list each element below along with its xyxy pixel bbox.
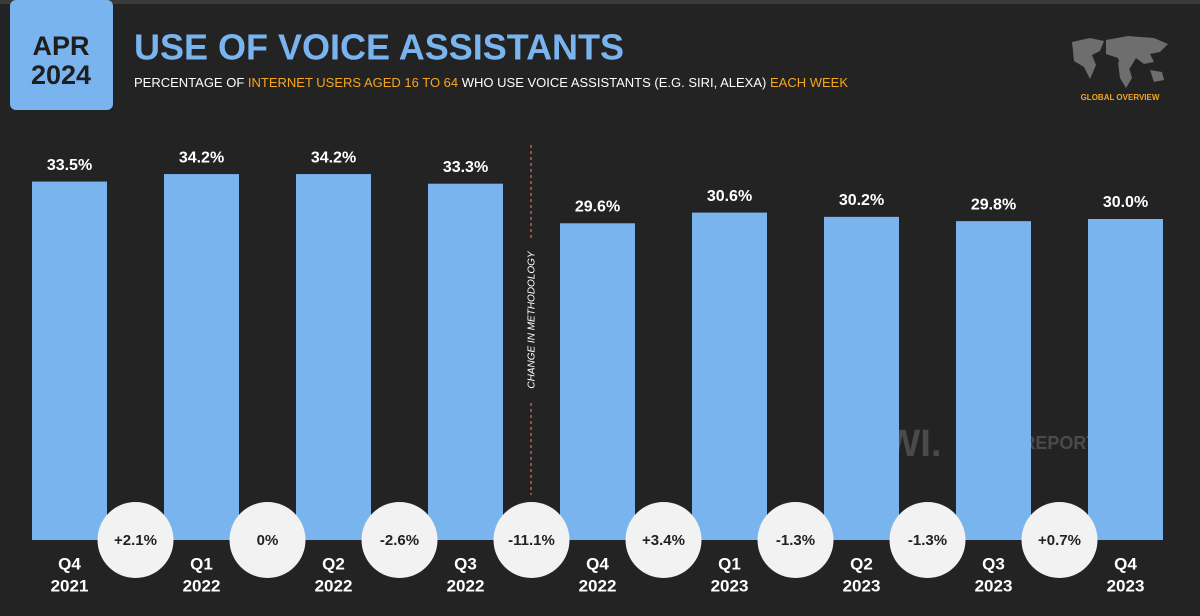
bar: [164, 174, 239, 540]
x-tick-label: 2023: [1107, 576, 1145, 595]
world-map-icon: [1072, 36, 1168, 88]
bar: [692, 212, 767, 540]
subtitle-part: INTERNET USERS AGED 16 TO 64: [248, 75, 458, 90]
x-tick-label: Q2: [322, 554, 345, 573]
change-badge: [1021, 502, 1098, 578]
x-tick-label: Q4: [586, 554, 609, 573]
value-label: 29.6%: [575, 198, 620, 215]
value-label: 30.2%: [839, 192, 884, 209]
bar: [560, 223, 635, 540]
date-badge: [10, 0, 113, 110]
annotation: CHANGE IN METHODOLOGY: [527, 250, 538, 389]
change-label: +0.7%: [1038, 532, 1081, 549]
bar: [824, 216, 899, 541]
x-tick-label: Q1: [190, 554, 213, 573]
value-label: 34.2%: [179, 149, 224, 166]
x-tick-label: 2023: [711, 576, 749, 595]
x-tick-label: Q4: [1114, 554, 1137, 573]
bar: [32, 181, 107, 541]
change-badge: [625, 502, 702, 578]
change-label: +2.1%: [114, 532, 157, 549]
bar: [428, 183, 503, 540]
x-tick-label: 2021: [51, 576, 89, 595]
chart-subtitle: PERCENTAGE OF INTERNET USERS AGED 16 TO …: [134, 75, 848, 90]
x-tick-label: Q3: [982, 554, 1005, 573]
change-badge: [361, 502, 438, 578]
change-label: 0%: [257, 532, 279, 549]
change-badge: [229, 502, 306, 578]
x-tick-label: 2023: [843, 576, 881, 595]
bar: [1088, 219, 1163, 540]
x-tick-label: 2022: [579, 576, 617, 595]
chart-title: USE OF VOICE ASSISTANTS: [134, 27, 624, 68]
change-label: -1.3%: [776, 532, 815, 549]
change-label: +3.4%: [642, 532, 685, 549]
value-label: 33.3%: [443, 159, 488, 176]
logo-label: GLOBAL OVERVIEW: [1081, 93, 1160, 102]
change-label: -2.6%: [380, 532, 419, 549]
x-tick-label: 2023: [975, 576, 1013, 595]
annotation-backdrop: [522, 240, 540, 400]
change-badge: [97, 502, 174, 578]
top-strip: [0, 0, 1200, 4]
change-label: -11.1%: [508, 532, 555, 549]
bar: [956, 221, 1031, 540]
subtitle-part: EACH WEEK: [770, 75, 848, 90]
x-tick-label: 2022: [183, 576, 221, 595]
bar: [296, 174, 371, 540]
x-tick-label: 2022: [315, 576, 353, 595]
value-label: 33.5%: [47, 157, 92, 174]
change-label: -1.3%: [908, 532, 947, 549]
x-tick-label: Q2: [850, 554, 873, 573]
subtitle-part: PERCENTAGE OF: [134, 75, 248, 90]
change-badge: [757, 502, 834, 578]
value-label: 34.2%: [311, 149, 356, 166]
value-label: 30.6%: [707, 188, 752, 205]
change-badge: [493, 502, 570, 578]
badge-month: APR: [32, 31, 89, 61]
value-label: 29.8%: [971, 196, 1016, 213]
value-label: 30.0%: [1103, 194, 1148, 211]
x-tick-label: Q1: [718, 554, 741, 573]
badge-year: 2024: [31, 60, 91, 90]
x-tick-label: Q3: [454, 554, 477, 573]
x-tick-label: 2022: [447, 576, 485, 595]
x-tick-label: Q4: [58, 554, 81, 573]
subtitle-part: WHO USE VOICE ASSISTANTS (E.G. SIRI, ALE…: [458, 75, 770, 90]
change-badge: [889, 502, 966, 578]
